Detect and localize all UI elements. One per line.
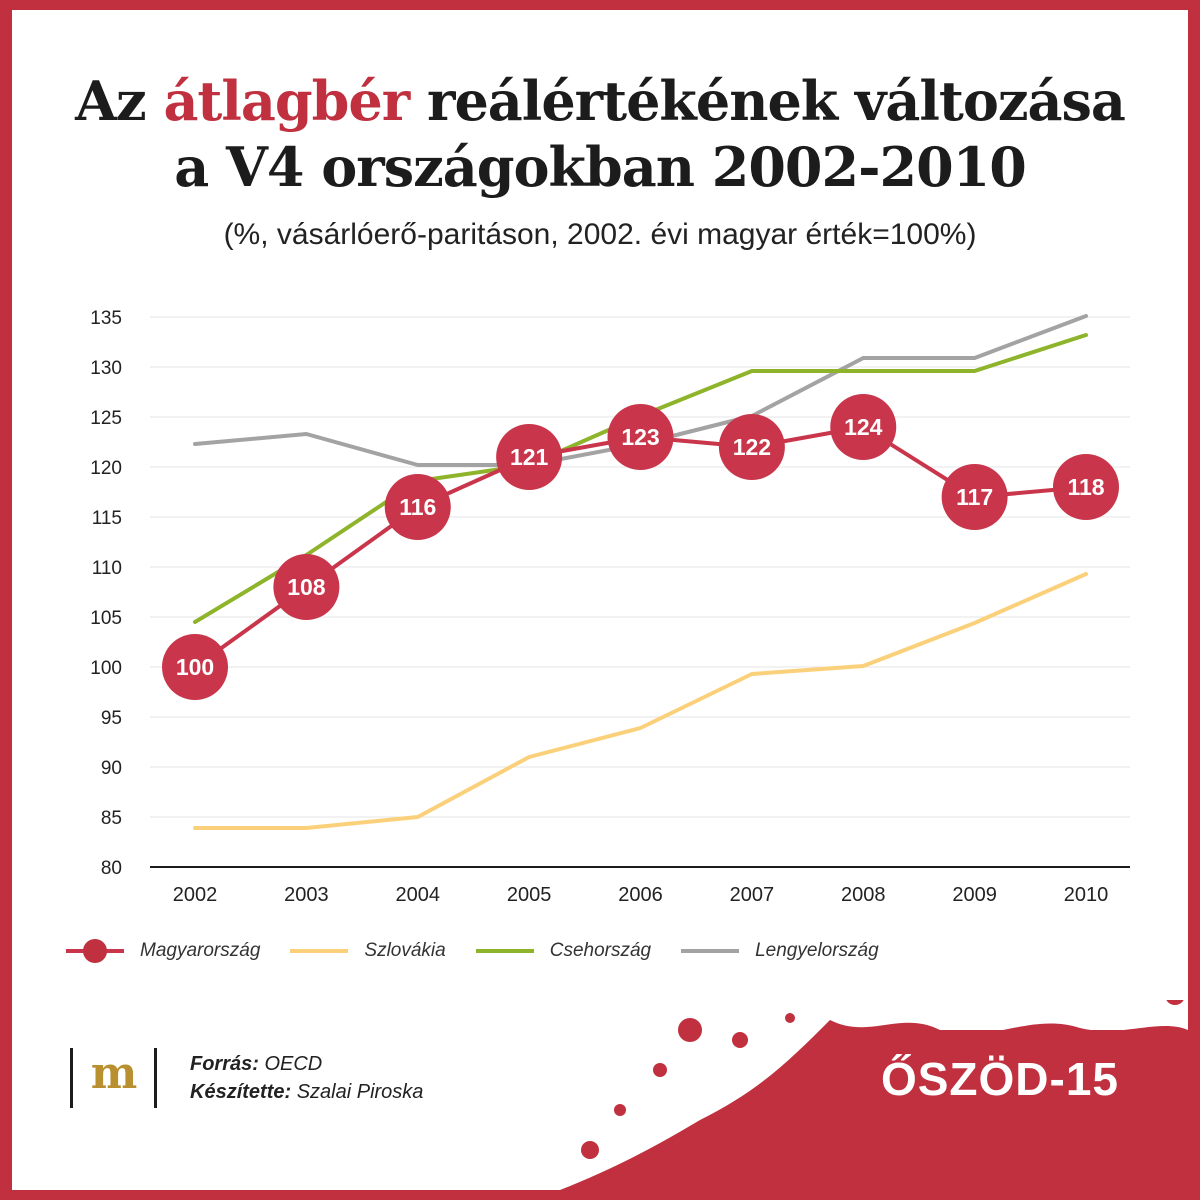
splash-dot: [732, 1032, 748, 1048]
title-line-1: Az átlagbér reálértékének változása: [0, 68, 1200, 134]
y-tick-label: 115: [92, 508, 122, 529]
data-point-magyarorszag: [496, 424, 563, 490]
x-tick-label: 2008: [841, 884, 886, 906]
brand-panel: [840, 1030, 1188, 1190]
frame-bottom: [0, 1190, 1200, 1200]
y-tick-label: 100: [90, 658, 122, 679]
splash-dot: [653, 1063, 667, 1077]
author-line: Készítette: Szalai Piroska: [190, 1078, 423, 1106]
legend-item-szlovakia: Szlovákia: [290, 940, 446, 962]
data-label-magyarorszag: 122: [733, 434, 771, 460]
x-tick-label: 2009: [952, 884, 997, 906]
y-tick-label: 90: [101, 758, 122, 779]
data-label-magyarorszag: 116: [399, 494, 436, 520]
legend-label-szlovakia: Szlovákia: [364, 940, 446, 961]
legend-item-csehorszag: Csehország: [475, 940, 652, 962]
y-tick-label: 130: [90, 358, 122, 379]
y-tick-label: 85: [101, 808, 122, 829]
title-line-2: a V4 országokban 2002-2010: [174, 135, 1027, 199]
data-point-magyarorszag: [718, 414, 785, 480]
chart-subtitle: (%, vásárlóerő-paritáson, 2002. évi magy…: [223, 218, 977, 251]
title-part-1: Az: [75, 69, 164, 133]
logo-bar-left: [70, 1048, 73, 1108]
frame-right: [1188, 0, 1200, 1200]
data-point-magyarorszag: [941, 464, 1008, 530]
chart-title: Az átlagbér reálértékének változása a V4…: [0, 68, 1200, 200]
splash-dot: [1166, 1000, 1184, 1005]
x-tick-label: 2004: [396, 884, 441, 906]
title-highlight: átlagbér: [163, 69, 410, 133]
splash-dot: [785, 1013, 795, 1023]
y-tick-label: 120: [90, 458, 122, 479]
data-label-magyarorszag: 118: [1067, 474, 1104, 500]
x-tick-label: 2002: [173, 884, 218, 906]
legend-label-magyarorszag: Magyarország: [140, 940, 261, 961]
source-value: OECD: [258, 1053, 323, 1075]
data-point-magyarorszag: [1053, 454, 1119, 520]
data-label-magyarorszag: 108: [287, 574, 326, 600]
frame-left: [0, 0, 12, 1200]
footer-splash: [560, 1000, 1188, 1190]
legend-swatch-csehorszag: [475, 949, 534, 953]
data-label-magyarorszag: 123: [621, 424, 659, 450]
frame-top: [0, 0, 1200, 10]
y-tick-label: 105: [90, 608, 122, 629]
x-tick-label: 2007: [730, 884, 775, 906]
splash-dot: [581, 1141, 599, 1159]
logo-bar-right: [154, 1048, 157, 1108]
data-point-magyarorszag: [273, 554, 340, 620]
legend-swatch-szlovakia: [290, 949, 349, 953]
logo: m: [90, 1048, 138, 1099]
credits: Forrás: OECD Készítette: Szalai Piroska: [190, 1050, 423, 1106]
data-label-magyarorszag: 124: [844, 414, 883, 440]
legend: Magyarország Szlovákia Csehország Lengye…: [66, 936, 909, 966]
data-label-magyarorszag: 100: [176, 654, 214, 680]
line-chart: 80 85 90 95 100 105 110 115 120 125 130 135 2002 2003…: [90, 308, 1130, 906]
legend-label-csehorszag: Csehország: [549, 940, 652, 961]
x-tick-label: 2006: [618, 884, 663, 906]
data-label-magyarorszag: 121: [510, 444, 549, 470]
y-tick-label: 135: [90, 308, 122, 329]
data-point-magyarorszag: [384, 474, 451, 540]
data-label-magyarorszag: 117: [956, 484, 993, 510]
x-tick-label: 2010: [1064, 884, 1109, 906]
series-line-szlovakia: [193, 572, 1088, 830]
source-label: Forrás:: [190, 1053, 259, 1075]
legend-item-magyarorszag: Magyarország: [66, 939, 261, 963]
title-part-2: reálértékének változása: [409, 69, 1126, 133]
x-tick-label: 2005: [507, 884, 552, 906]
legend-swatch-magyarorszag: [66, 939, 124, 963]
legend-item-lengyelorszag: Lengyelország: [681, 940, 879, 962]
x-tick-label: 2003: [284, 884, 329, 906]
splash-dot: [614, 1104, 626, 1116]
legend-label-lengyelorszag: Lengyelország: [755, 940, 879, 961]
y-tick-label: 125: [90, 408, 122, 429]
brand-label: ŐSZÖD-15: [880, 1053, 1120, 1105]
data-point-magyarorszag: [830, 394, 897, 460]
author-value: Szalai Piroska: [291, 1081, 424, 1103]
y-tick-label: 80: [101, 858, 122, 879]
legend-dot-magyarorszag: [83, 939, 107, 963]
legend-swatch-lengyelorszag: [681, 949, 740, 953]
source-line: Forrás: OECD: [190, 1050, 423, 1078]
y-tick-label: 110: [92, 558, 122, 579]
author-label: Készítette:: [190, 1081, 292, 1103]
data-point-magyarorszag: [607, 404, 674, 470]
y-tick-label: 95: [101, 708, 122, 729]
splash-dot: [678, 1018, 702, 1042]
data-point-magyarorszag: [162, 634, 228, 700]
